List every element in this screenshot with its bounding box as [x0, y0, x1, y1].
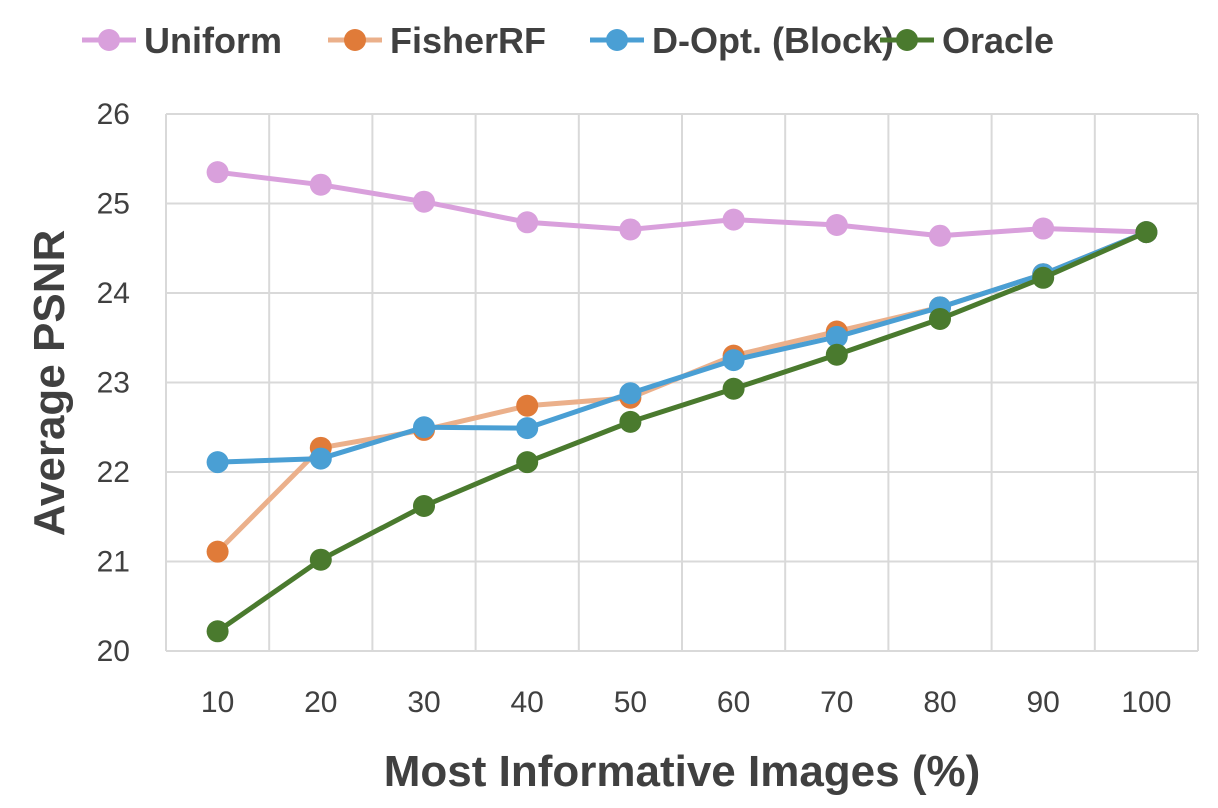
- legend: Uniform FisherRF D-Opt. (Block) Oracle: [82, 20, 1054, 61]
- data-point-fisherrf: [516, 394, 539, 417]
- data-point-d-opt-block: [516, 417, 539, 440]
- series-layer: [206, 161, 1158, 643]
- data-point-oracle: [619, 410, 642, 433]
- legend-item-oracle: Oracle: [880, 20, 1054, 61]
- y-tick-label: 23: [97, 367, 130, 400]
- data-point-uniform: [309, 173, 332, 196]
- data-point-uniform: [1032, 217, 1055, 240]
- data-point-d-opt-block: [206, 451, 229, 474]
- y-tick-label: 26: [97, 98, 130, 131]
- data-point-oracle: [722, 377, 745, 400]
- data-point-uniform: [413, 190, 435, 213]
- y-tick-label: 20: [97, 635, 130, 668]
- data-point-d-opt-block: [309, 447, 332, 470]
- data-point-oracle: [516, 451, 539, 474]
- x-tick-label: 90: [1027, 686, 1060, 719]
- x-tick-label: 20: [304, 686, 337, 719]
- data-point-oracle: [825, 343, 848, 366]
- x-tick-label: 10: [201, 686, 234, 719]
- legend-item-d-opt-block: D-Opt. (Block): [590, 20, 894, 61]
- legend-label: FisherRF: [390, 20, 546, 61]
- data-point-uniform: [929, 224, 951, 247]
- x-tick-label: 80: [923, 686, 956, 719]
- series-line-d-opt-block: [217, 229, 1148, 465]
- data-point-uniform: [206, 161, 229, 184]
- data-point-uniform: [825, 213, 848, 236]
- data-point-uniform: [516, 211, 539, 234]
- y-tick-label: 25: [97, 188, 130, 221]
- data-point-oracle: [309, 548, 332, 571]
- data-point-oracle: [206, 620, 229, 643]
- x-axis-title: Most Informative Images (%): [384, 747, 981, 796]
- data-point-uniform: [722, 208, 745, 231]
- legend-label: D-Opt. (Block): [652, 20, 894, 61]
- x-tick-label: 40: [511, 686, 544, 719]
- x-tick-label: 70: [820, 686, 853, 719]
- data-point-uniform: [619, 218, 642, 241]
- x-tick-label: 60: [717, 686, 750, 719]
- series-uniform: [206, 161, 1158, 247]
- y-tick-label: 22: [97, 456, 130, 489]
- y-axis-ticks: 20 21 22 23 24 25 26: [97, 98, 130, 668]
- series-line-oracle: [216, 229, 1148, 634]
- legend-marker: [896, 29, 918, 51]
- data-point-d-opt-block: [825, 325, 848, 348]
- legend-label: Oracle: [942, 20, 1054, 61]
- data-point-oracle: [1032, 266, 1055, 289]
- data-point-d-opt-block: [722, 349, 745, 372]
- grid: [165, 113, 1199, 652]
- y-axis-title: Average PSNR: [25, 230, 74, 537]
- data-point-d-opt-block: [413, 416, 435, 439]
- legend-item-fisherrf: FisherRF: [328, 20, 546, 61]
- legend-label: Uniform: [144, 20, 282, 61]
- data-point-d-opt-block: [619, 382, 642, 405]
- legend-marker: [98, 29, 120, 51]
- series-line-uniform: [217, 169, 1147, 239]
- data-point-oracle: [413, 495, 435, 518]
- data-point-fisherrf: [206, 540, 229, 563]
- x-axis-ticks: 10 20 30 40 50 60 70 80 90 100: [201, 686, 1172, 719]
- x-tick-label: 30: [407, 686, 440, 719]
- legend-marker: [606, 29, 628, 51]
- legend-marker: [344, 29, 366, 51]
- series-oracle: [206, 221, 1158, 643]
- legend-item-uniform: Uniform: [82, 20, 282, 61]
- x-tick-label: 100: [1121, 686, 1171, 719]
- x-tick-label: 50: [614, 686, 647, 719]
- data-point-oracle: [929, 307, 951, 330]
- data-point-oracle: [1135, 221, 1158, 244]
- y-tick-label: 24: [97, 277, 130, 310]
- y-tick-label: 21: [97, 546, 130, 579]
